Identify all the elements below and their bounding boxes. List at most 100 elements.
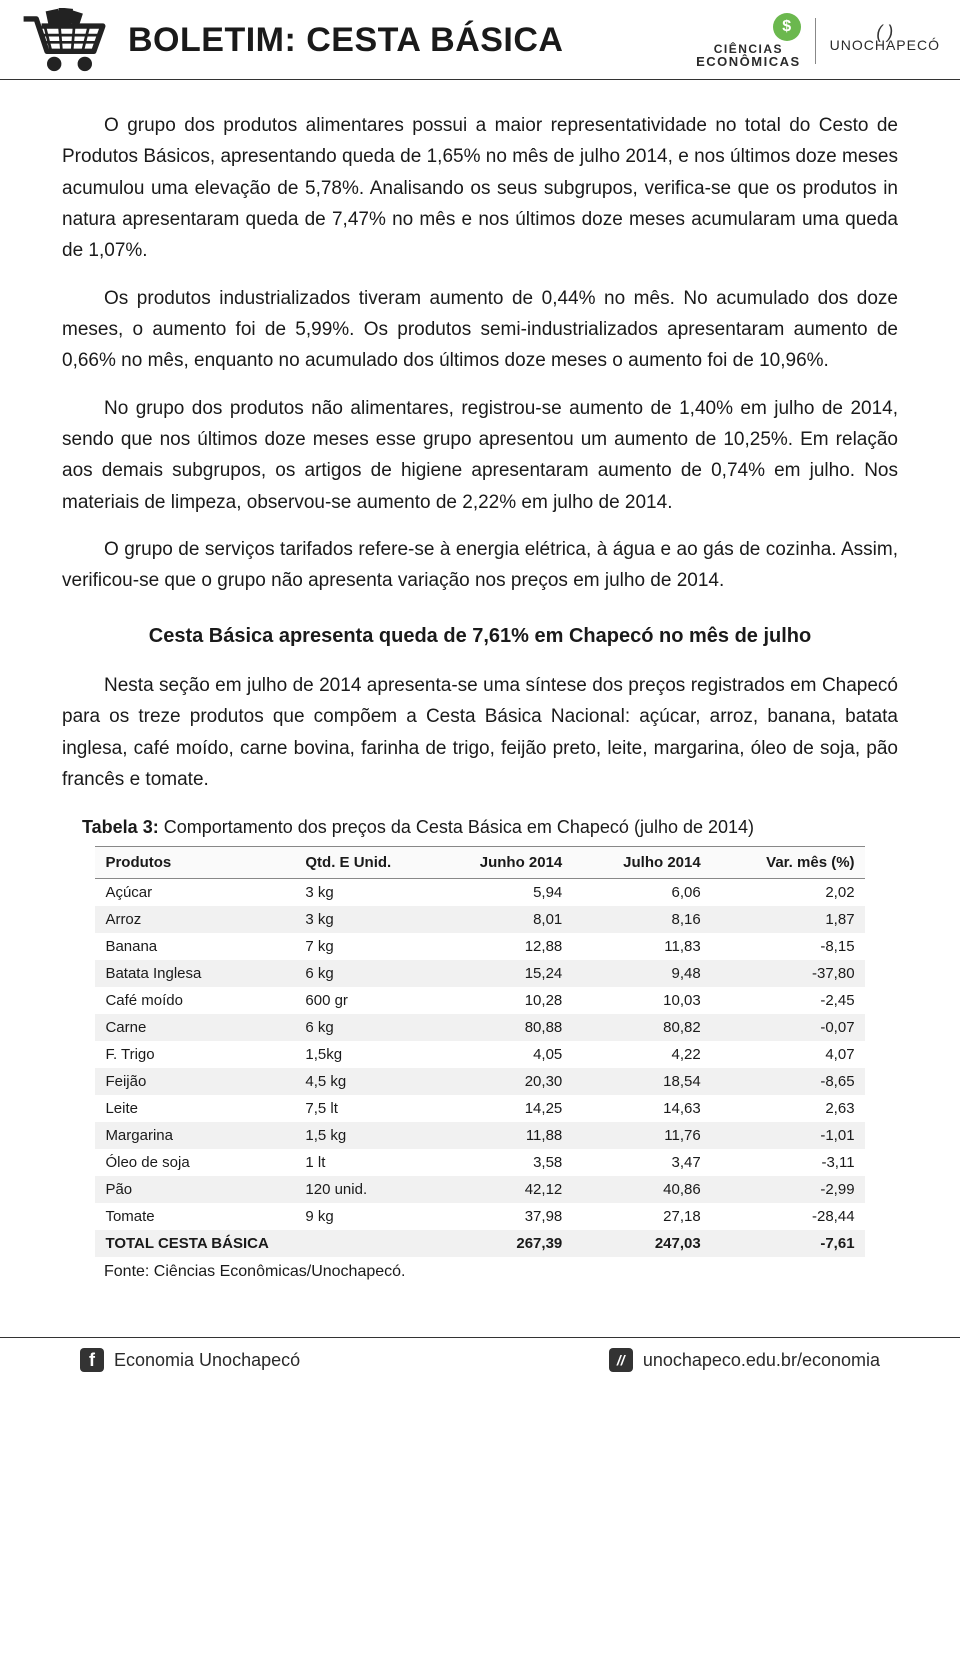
uno-swoosh-icon: ( ) (876, 28, 893, 37)
table-cell: -1,01 (711, 1122, 865, 1149)
table-cell: 11,88 (434, 1122, 572, 1149)
table-cell: 7,5 lt (295, 1095, 433, 1122)
table-cell: 15,24 (434, 960, 572, 987)
col-junho: Junho 2014 (434, 847, 572, 879)
table-cell: 9,48 (572, 960, 710, 987)
table-caption-rest: Comportamento dos preços da Cesta Básica… (159, 817, 754, 837)
page-header: BOLETIM: CESTA BÁSICA $ CIÊNCIAS ECONÔMI… (0, 0, 960, 80)
table-cell: Arroz (95, 906, 295, 933)
table-cell: 6 kg (295, 960, 433, 987)
ciencias-economicas-logo: $ CIÊNCIAS ECONÔMICAS (696, 13, 801, 68)
col-var: Var. mês (%) (711, 847, 865, 879)
table-cell: 1 lt (295, 1149, 433, 1176)
table-cell: 8,16 (572, 906, 710, 933)
table-cell: 80,88 (434, 1014, 572, 1041)
table-cell: -8,15 (711, 933, 865, 960)
table-row: Açúcar3 kg5,946,062,02 (95, 879, 864, 907)
table-cell: 12,88 (434, 933, 572, 960)
facebook-icon: f (80, 1348, 104, 1372)
price-table: Produtos Qtd. E Unid. Junho 2014 Julho 2… (95, 846, 864, 1257)
table-cell: Tomate (95, 1203, 295, 1230)
table-cell: Carne (95, 1014, 295, 1041)
table-cell: 4,22 (572, 1041, 710, 1068)
table-cell: -2,45 (711, 987, 865, 1014)
table-total-cell: 247,03 (572, 1230, 710, 1257)
table-body: Açúcar3 kg5,946,062,02Arroz3 kg8,018,161… (95, 879, 864, 1258)
table-cell: -2,99 (711, 1176, 865, 1203)
header-logos: $ CIÊNCIAS ECONÔMICAS ( ) UNOCHAPECÓ (696, 13, 940, 68)
table-cell: Leite (95, 1095, 295, 1122)
table-cell: 11,76 (572, 1122, 710, 1149)
table-row: Banana7 kg12,8811,83-8,15 (95, 933, 864, 960)
table-row: Carne6 kg80,8880,82-0,07 (95, 1014, 864, 1041)
table-cell: 3 kg (295, 879, 433, 907)
table-cell: Feijão (95, 1068, 295, 1095)
table-cell: Açúcar (95, 879, 295, 907)
table-cell: 3 kg (295, 906, 433, 933)
table-cell: 14,25 (434, 1095, 572, 1122)
footer-facebook: f Economia Unochapecó (80, 1348, 300, 1372)
table-row: Óleo de soja1 lt3,583,47-3,11 (95, 1149, 864, 1176)
table-cell: 37,98 (434, 1203, 572, 1230)
col-qtd: Qtd. E Unid. (295, 847, 433, 879)
table-row: Café moído600 gr10,2810,03-2,45 (95, 987, 864, 1014)
table-row: Feijão4,5 kg20,3018,54-8,65 (95, 1068, 864, 1095)
table-cell: Café moído (95, 987, 295, 1014)
table-cell: 4,05 (434, 1041, 572, 1068)
paragraph-1: O grupo dos produtos alimentares possui … (62, 110, 898, 267)
table-row: Batata Inglesa6 kg15,249,48-37,80 (95, 960, 864, 987)
table-row: Leite7,5 lt14,2514,632,63 (95, 1095, 864, 1122)
table-cell: 8,01 (434, 906, 572, 933)
table-cell: 120 unid. (295, 1176, 433, 1203)
page-footer: f Economia Unochapecó // unochapeco.edu.… (0, 1337, 960, 1392)
table-cell: -8,65 (711, 1068, 865, 1095)
table-cell: 27,18 (572, 1203, 710, 1230)
unochapeco-logo: ( ) UNOCHAPECÓ (830, 28, 940, 53)
header-title: BOLETIM: CESTA BÁSICA (128, 21, 696, 60)
table-cell: -37,80 (711, 960, 865, 987)
table-cell: 7 kg (295, 933, 433, 960)
table-cell: 3,47 (572, 1149, 710, 1176)
table-cell: 18,54 (572, 1068, 710, 1095)
vertical-divider (815, 18, 816, 64)
table-cell: 11,83 (572, 933, 710, 960)
document-body: O grupo dos produtos alimentares possui … (0, 80, 960, 1301)
web-icon: // (609, 1348, 633, 1372)
col-julho: Julho 2014 (572, 847, 710, 879)
table-total-cell: 267,39 (434, 1230, 572, 1257)
table-cell: 20,30 (434, 1068, 572, 1095)
table-row: Margarina1,5 kg11,8811,76-1,01 (95, 1122, 864, 1149)
table-cell: 4,5 kg (295, 1068, 433, 1095)
table-cell: 9 kg (295, 1203, 433, 1230)
footer-facebook-label: Economia Unochapecó (114, 1350, 300, 1371)
table-source: Fonte: Ciências Econômicas/Unochapecó. (104, 1263, 898, 1281)
table-cell: -28,44 (711, 1203, 865, 1230)
section-subheading: Cesta Básica apresenta queda de 7,61% em… (62, 625, 898, 648)
table-cell: 1,87 (711, 906, 865, 933)
economicas-text: ECONÔMICAS (696, 55, 801, 68)
table-cell: 40,86 (572, 1176, 710, 1203)
table-header-row: Produtos Qtd. E Unid. Junho 2014 Julho 2… (95, 847, 864, 879)
table-cell: -3,11 (711, 1149, 865, 1176)
table-cell: 2,63 (711, 1095, 865, 1122)
table-cell: 3,58 (434, 1149, 572, 1176)
table-total-row: TOTAL CESTA BÁSICA267,39247,03-7,61 (95, 1230, 864, 1257)
table-header: Produtos Qtd. E Unid. Junho 2014 Julho 2… (95, 847, 864, 879)
paragraph-5: Nesta seção em julho de 2014 apresenta-s… (62, 670, 898, 795)
table-cell: 1,5 kg (295, 1122, 433, 1149)
col-produtos: Produtos (95, 847, 295, 879)
footer-website: // unochapeco.edu.br/economia (609, 1348, 880, 1372)
paragraph-2: Os produtos industrializados tiveram aum… (62, 283, 898, 377)
coin-icon: $ (773, 13, 801, 41)
table-cell: 6 kg (295, 1014, 433, 1041)
paragraph-3: No grupo dos produtos não alimentares, r… (62, 393, 898, 518)
paragraph-4: O grupo de serviços tarifados refere-se … (62, 534, 898, 597)
table-cell: 4,07 (711, 1041, 865, 1068)
table-caption: Tabela 3: Comportamento dos preços da Ce… (82, 817, 898, 838)
table-cell: 600 gr (295, 987, 433, 1014)
table-total-cell: -7,61 (711, 1230, 865, 1257)
footer-web-label: unochapeco.edu.br/economia (643, 1350, 880, 1371)
table-cell: 10,28 (434, 987, 572, 1014)
table-cell: Margarina (95, 1122, 295, 1149)
table-cell: Banana (95, 933, 295, 960)
